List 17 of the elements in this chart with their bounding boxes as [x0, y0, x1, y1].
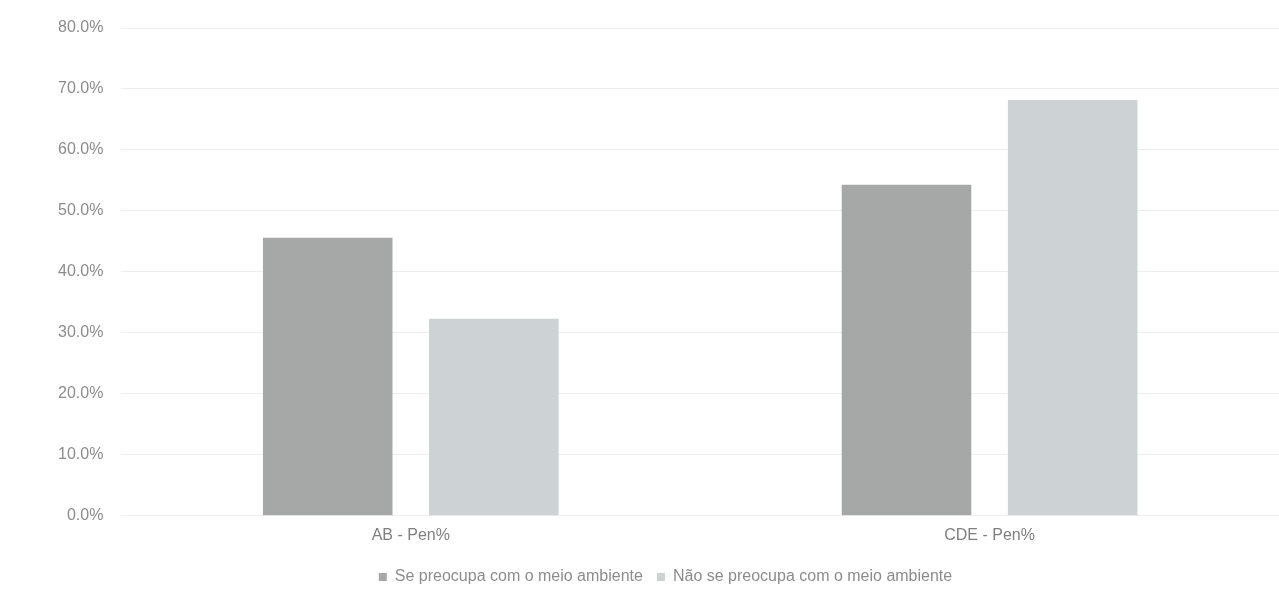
bar: [429, 318, 559, 516]
x-tick-label: CDE - Pen%: [944, 525, 1035, 543]
y-tick-label: 60.0%: [57, 140, 104, 158]
bar: [841, 184, 972, 516]
y-tick-label: 20.0%: [57, 384, 104, 402]
y-tick-label: 40.0%: [57, 262, 104, 280]
legend-label: Se preocupa com o meio ambiente: [394, 567, 644, 585]
y-tick-label: 50.0%: [57, 201, 104, 219]
y-tick-label: 30.0%: [57, 323, 104, 341]
legend-label: Não se preocupa com o meio ambiente: [672, 567, 953, 585]
y-tick-label: 0.0%: [66, 506, 104, 524]
y-tick-label: 10.0%: [57, 445, 104, 463]
x-tick-label: AB - Pen%: [371, 525, 450, 543]
y-tick-label: 80.0%: [57, 18, 104, 36]
bar: [262, 237, 393, 516]
y-tick-label: 70.0%: [57, 79, 104, 97]
bar: [1007, 99, 1138, 516]
